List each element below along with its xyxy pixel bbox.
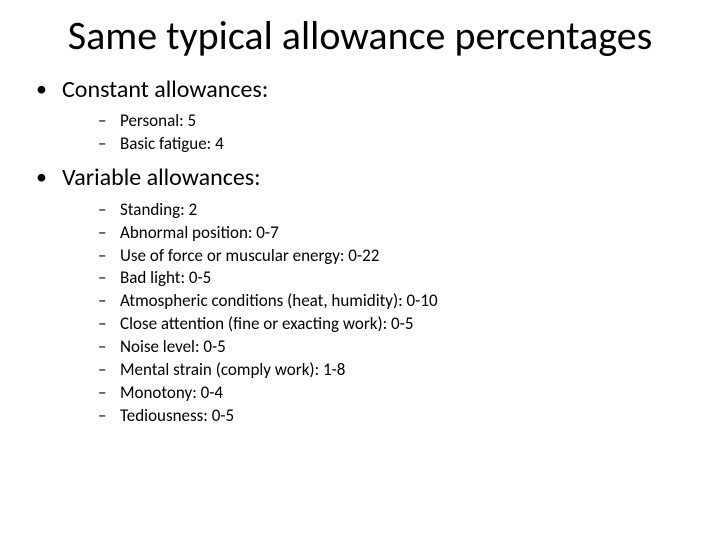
- section-heading: Variable allowances:: [62, 163, 261, 192]
- item-text: Close attention (fine or exacting work):…: [120, 313, 413, 334]
- section-heading: Constant allowances:: [62, 75, 268, 104]
- bullet-list-level2: Personal: 5 Basic fatigue: 4: [62, 110, 720, 156]
- bullet-list-level2: Standing: 2 Abnormal position: 0-7 Use o…: [62, 199, 720, 428]
- list-item: Atmospheric conditions (heat, humidity):…: [98, 290, 720, 313]
- list-item: Variable allowances: Standing: 2 Abnorma…: [36, 162, 720, 428]
- item-text: Standing: 2: [120, 199, 197, 220]
- item-text: Basic fatigue: 4: [120, 133, 224, 154]
- list-item: Constant allowances: Personal: 5 Basic f…: [36, 74, 720, 156]
- slide-title: Same typical allowance percentages: [0, 0, 720, 68]
- list-item: Mental strain (comply work): 1-8: [98, 359, 720, 382]
- list-item: Personal: 5: [98, 110, 720, 133]
- list-item: Monotony: 0-4: [98, 382, 720, 405]
- list-item: Basic fatigue: 4: [98, 133, 720, 156]
- item-text: Atmospheric conditions (heat, humidity):…: [120, 290, 438, 311]
- item-text: Use of force or muscular energy: 0-22: [120, 245, 379, 266]
- item-text: Mental strain (comply work): 1-8: [120, 359, 345, 380]
- item-text: Tediousness: 0-5: [120, 405, 234, 426]
- list-item: Noise level: 0-5: [98, 336, 720, 359]
- list-item: Use of force or muscular energy: 0-22: [98, 245, 720, 268]
- list-item: Bad light: 0-5: [98, 267, 720, 290]
- slide: Same typical allowance percentages Const…: [0, 0, 720, 540]
- item-text: Bad light: 0-5: [120, 267, 211, 288]
- list-item: Abnormal position: 0-7: [98, 222, 720, 245]
- item-text: Monotony: 0-4: [120, 382, 223, 403]
- list-item: Tediousness: 0-5: [98, 405, 720, 428]
- item-text: Abnormal position: 0-7: [120, 222, 279, 243]
- list-item: Close attention (fine or exacting work):…: [98, 313, 720, 336]
- bullet-list-level1: Constant allowances: Personal: 5 Basic f…: [0, 74, 720, 428]
- item-text: Personal: 5: [120, 110, 196, 131]
- list-item: Standing: 2: [98, 199, 720, 222]
- item-text: Noise level: 0-5: [120, 336, 226, 357]
